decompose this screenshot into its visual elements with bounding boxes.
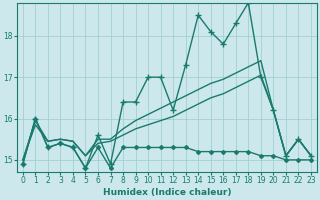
- X-axis label: Humidex (Indice chaleur): Humidex (Indice chaleur): [103, 188, 231, 197]
